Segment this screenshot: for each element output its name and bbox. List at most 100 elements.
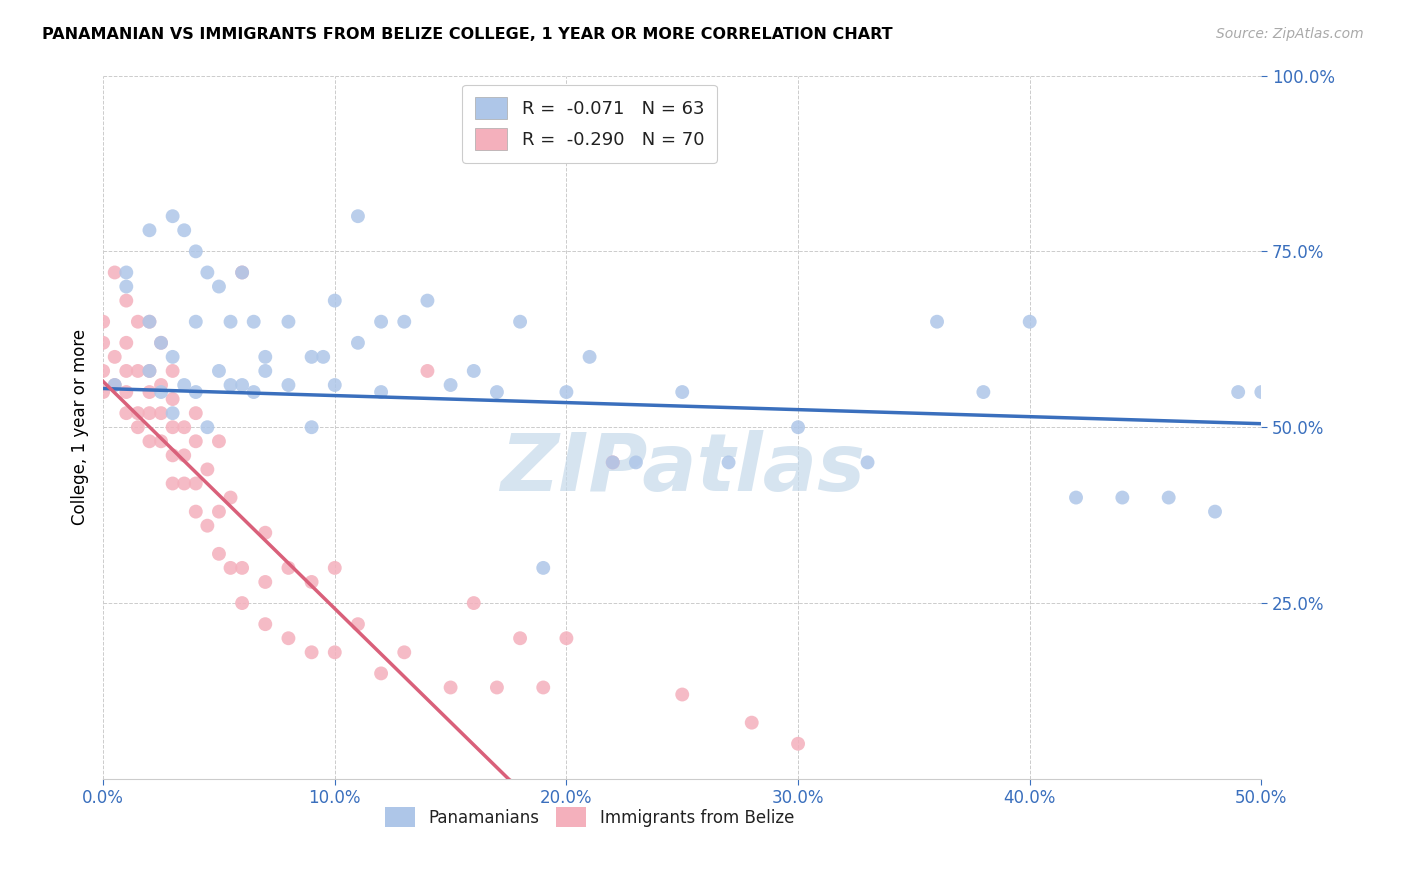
Point bbox=[173, 378, 195, 392]
Point bbox=[115, 293, 138, 308]
Point bbox=[925, 315, 948, 329]
Point bbox=[439, 681, 461, 695]
Point bbox=[219, 561, 242, 575]
Point bbox=[463, 364, 485, 378]
Point bbox=[208, 505, 231, 519]
Text: Source: ZipAtlas.com: Source: ZipAtlas.com bbox=[1216, 27, 1364, 41]
Point bbox=[531, 561, 554, 575]
Point bbox=[1064, 491, 1087, 505]
Point bbox=[150, 406, 173, 420]
Point bbox=[138, 223, 160, 237]
Point bbox=[624, 455, 647, 469]
Point bbox=[115, 265, 138, 279]
Point bbox=[219, 378, 242, 392]
Point bbox=[323, 293, 346, 308]
Point bbox=[91, 335, 114, 350]
Point bbox=[231, 265, 253, 279]
Point bbox=[127, 406, 149, 420]
Point bbox=[184, 406, 207, 420]
Point bbox=[463, 596, 485, 610]
Point bbox=[150, 378, 173, 392]
Point bbox=[416, 364, 439, 378]
Point bbox=[115, 406, 138, 420]
Legend: Panamanians, Immigrants from Belize: Panamanians, Immigrants from Belize bbox=[378, 800, 800, 834]
Point bbox=[115, 279, 138, 293]
Point bbox=[312, 350, 335, 364]
Point bbox=[347, 209, 370, 223]
Point bbox=[115, 364, 138, 378]
Point bbox=[394, 315, 416, 329]
Point bbox=[104, 378, 127, 392]
Text: ZIPatlas: ZIPatlas bbox=[499, 431, 865, 508]
Point bbox=[173, 420, 195, 434]
Point bbox=[671, 385, 693, 400]
Point bbox=[162, 350, 184, 364]
Point bbox=[208, 364, 231, 378]
Point bbox=[1227, 385, 1250, 400]
Point bbox=[323, 561, 346, 575]
Point bbox=[347, 617, 370, 632]
Point bbox=[91, 315, 114, 329]
Point bbox=[162, 364, 184, 378]
Point bbox=[150, 434, 173, 449]
Point bbox=[277, 561, 299, 575]
Text: PANAMANIAN VS IMMIGRANTS FROM BELIZE COLLEGE, 1 YEAR OR MORE CORRELATION CHART: PANAMANIAN VS IMMIGRANTS FROM BELIZE COL… bbox=[42, 27, 893, 42]
Point bbox=[242, 315, 264, 329]
Point bbox=[195, 265, 218, 279]
Point bbox=[162, 476, 184, 491]
Point bbox=[531, 681, 554, 695]
Point bbox=[162, 209, 184, 223]
Point bbox=[162, 420, 184, 434]
Point bbox=[277, 632, 299, 646]
Point bbox=[127, 315, 149, 329]
Point bbox=[150, 335, 173, 350]
Point bbox=[184, 476, 207, 491]
Point bbox=[104, 378, 127, 392]
Point bbox=[602, 455, 624, 469]
Point bbox=[184, 434, 207, 449]
Point bbox=[242, 385, 264, 400]
Point bbox=[787, 420, 810, 434]
Point bbox=[347, 335, 370, 350]
Point bbox=[254, 350, 277, 364]
Point bbox=[138, 385, 160, 400]
Point bbox=[485, 681, 508, 695]
Point bbox=[115, 385, 138, 400]
Point bbox=[323, 378, 346, 392]
Point bbox=[91, 385, 114, 400]
Point bbox=[301, 645, 323, 659]
Point bbox=[138, 315, 160, 329]
Point bbox=[1157, 491, 1180, 505]
Point bbox=[173, 476, 195, 491]
Point bbox=[127, 420, 149, 434]
Point bbox=[150, 385, 173, 400]
Point bbox=[231, 265, 253, 279]
Point bbox=[416, 293, 439, 308]
Point bbox=[439, 378, 461, 392]
Point bbox=[184, 505, 207, 519]
Point bbox=[394, 645, 416, 659]
Point bbox=[1018, 315, 1040, 329]
Point bbox=[301, 420, 323, 434]
Point bbox=[219, 315, 242, 329]
Point bbox=[195, 420, 218, 434]
Point bbox=[184, 244, 207, 259]
Point bbox=[370, 315, 392, 329]
Point bbox=[231, 596, 253, 610]
Point bbox=[509, 315, 531, 329]
Point bbox=[485, 385, 508, 400]
Point bbox=[555, 632, 578, 646]
Point bbox=[195, 518, 218, 533]
Point bbox=[138, 406, 160, 420]
Point bbox=[254, 617, 277, 632]
Point bbox=[277, 315, 299, 329]
Point bbox=[301, 574, 323, 589]
Point bbox=[173, 223, 195, 237]
Point bbox=[162, 406, 184, 420]
Point bbox=[208, 547, 231, 561]
Point bbox=[787, 737, 810, 751]
Point bbox=[231, 561, 253, 575]
Point bbox=[1111, 491, 1133, 505]
Point bbox=[323, 645, 346, 659]
Point bbox=[162, 448, 184, 462]
